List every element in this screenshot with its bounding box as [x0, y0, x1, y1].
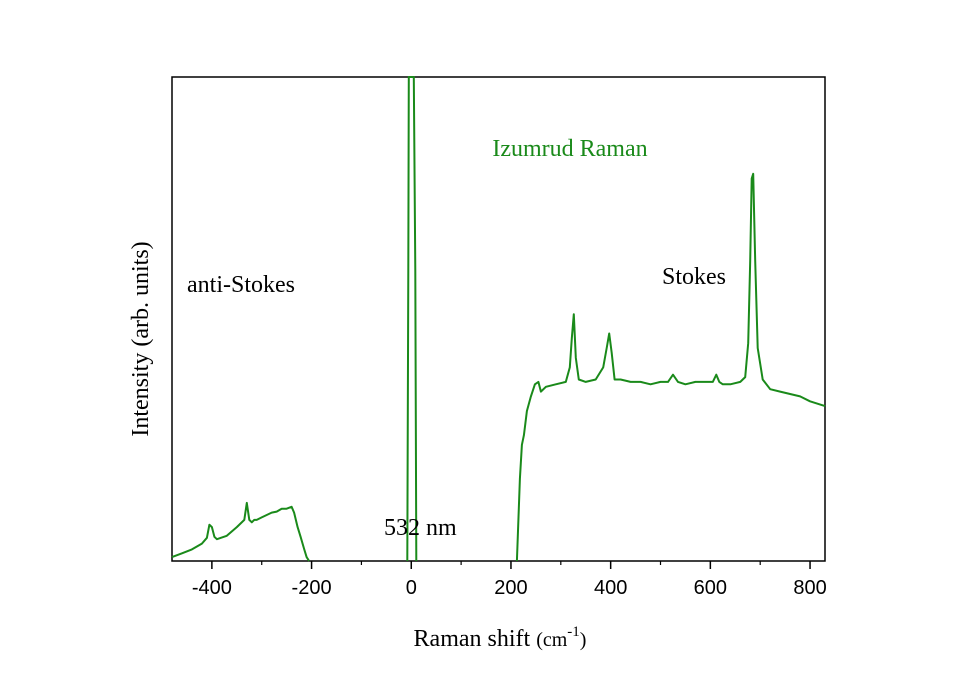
stokes-label: Stokes	[662, 264, 726, 290]
x-axis-label-close: )	[580, 629, 587, 651]
x-tick-label: -200	[292, 577, 332, 599]
x-tick-label: 800	[793, 577, 826, 599]
series-line-2	[515, 172, 826, 562]
series-line-1	[406, 76, 418, 562]
laser-label: 532 nm	[384, 515, 457, 541]
x-tick-label: 600	[694, 577, 727, 599]
y-axis-label: Intensity (arb. units)	[128, 241, 154, 436]
x-tick-label: 200	[494, 577, 527, 599]
anti-stokes-label: anti-Stokes	[187, 272, 295, 298]
x-axis-label-unit: (cm	[536, 629, 568, 651]
x-tick-label: 0	[406, 577, 417, 599]
x-axis-label-main: Raman shift	[414, 626, 537, 652]
x-tick-layer: -400 -200 0 200 400 600 800	[192, 561, 827, 599]
x-axis-label-exp: -1	[567, 624, 580, 640]
x-tick-label: 400	[594, 577, 627, 599]
series-layer	[171, 76, 826, 562]
x-axis-label: Raman shift (cm-1)	[414, 624, 587, 652]
plot-frame	[171, 76, 826, 562]
chart-title: Izumrud Raman	[492, 136, 647, 162]
series-line-0	[171, 501, 310, 562]
x-tick-label: -400	[192, 577, 232, 599]
